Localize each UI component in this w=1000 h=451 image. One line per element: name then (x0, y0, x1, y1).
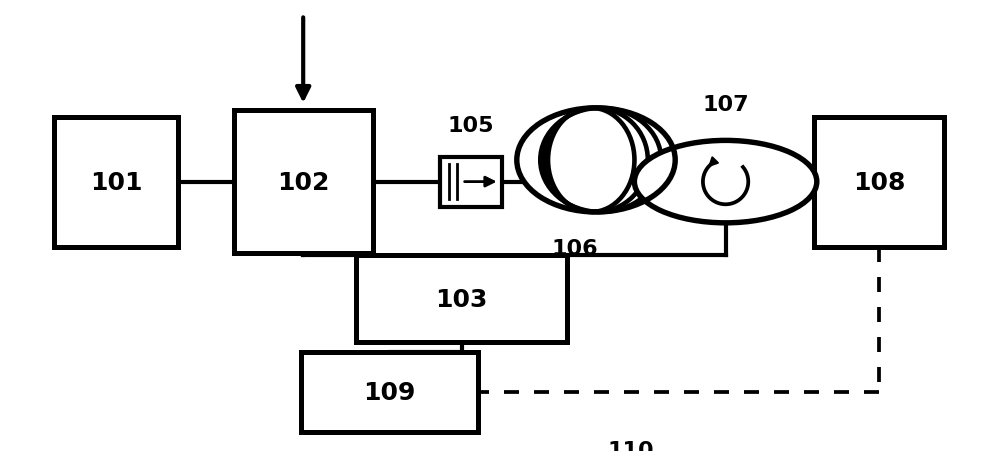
Text: 106: 106 (551, 239, 598, 258)
Bar (54, 117, 178, 247)
Bar (356, 256, 567, 342)
Text: 101: 101 (90, 170, 142, 194)
Bar (234, 111, 373, 253)
Text: 109: 109 (363, 380, 416, 404)
Text: 108: 108 (853, 170, 905, 194)
Text: 102: 102 (277, 170, 329, 194)
Text: 107: 107 (702, 95, 749, 115)
Text: 103: 103 (435, 287, 488, 311)
Circle shape (634, 141, 817, 223)
Bar (814, 117, 944, 247)
Text: 110: 110 (608, 440, 655, 451)
Text: 105: 105 (448, 116, 494, 136)
Bar (301, 352, 478, 432)
Bar (440, 157, 502, 207)
